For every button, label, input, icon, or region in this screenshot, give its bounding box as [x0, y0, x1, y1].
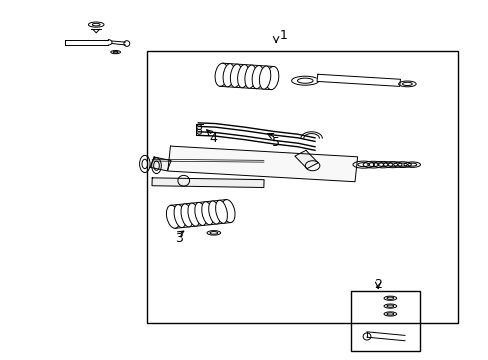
Polygon shape [294, 150, 318, 168]
Ellipse shape [259, 66, 270, 89]
Polygon shape [316, 74, 400, 86]
Ellipse shape [223, 64, 234, 87]
Text: 3: 3 [175, 233, 183, 246]
Text: 1: 1 [279, 29, 287, 42]
Ellipse shape [244, 65, 256, 88]
Ellipse shape [202, 202, 213, 225]
Text: 5: 5 [271, 136, 280, 149]
Ellipse shape [187, 203, 199, 226]
Ellipse shape [237, 64, 248, 88]
Text: 2: 2 [373, 278, 381, 291]
Polygon shape [167, 146, 357, 182]
Ellipse shape [194, 202, 206, 225]
Ellipse shape [174, 204, 185, 228]
Ellipse shape [230, 64, 241, 87]
Text: 4: 4 [208, 132, 216, 145]
Polygon shape [152, 178, 264, 188]
Ellipse shape [181, 204, 192, 227]
Polygon shape [150, 157, 171, 171]
Bar [147, 51, 458, 323]
Ellipse shape [252, 66, 263, 89]
Bar [351, 291, 419, 351]
Ellipse shape [215, 200, 227, 223]
Ellipse shape [208, 201, 220, 224]
